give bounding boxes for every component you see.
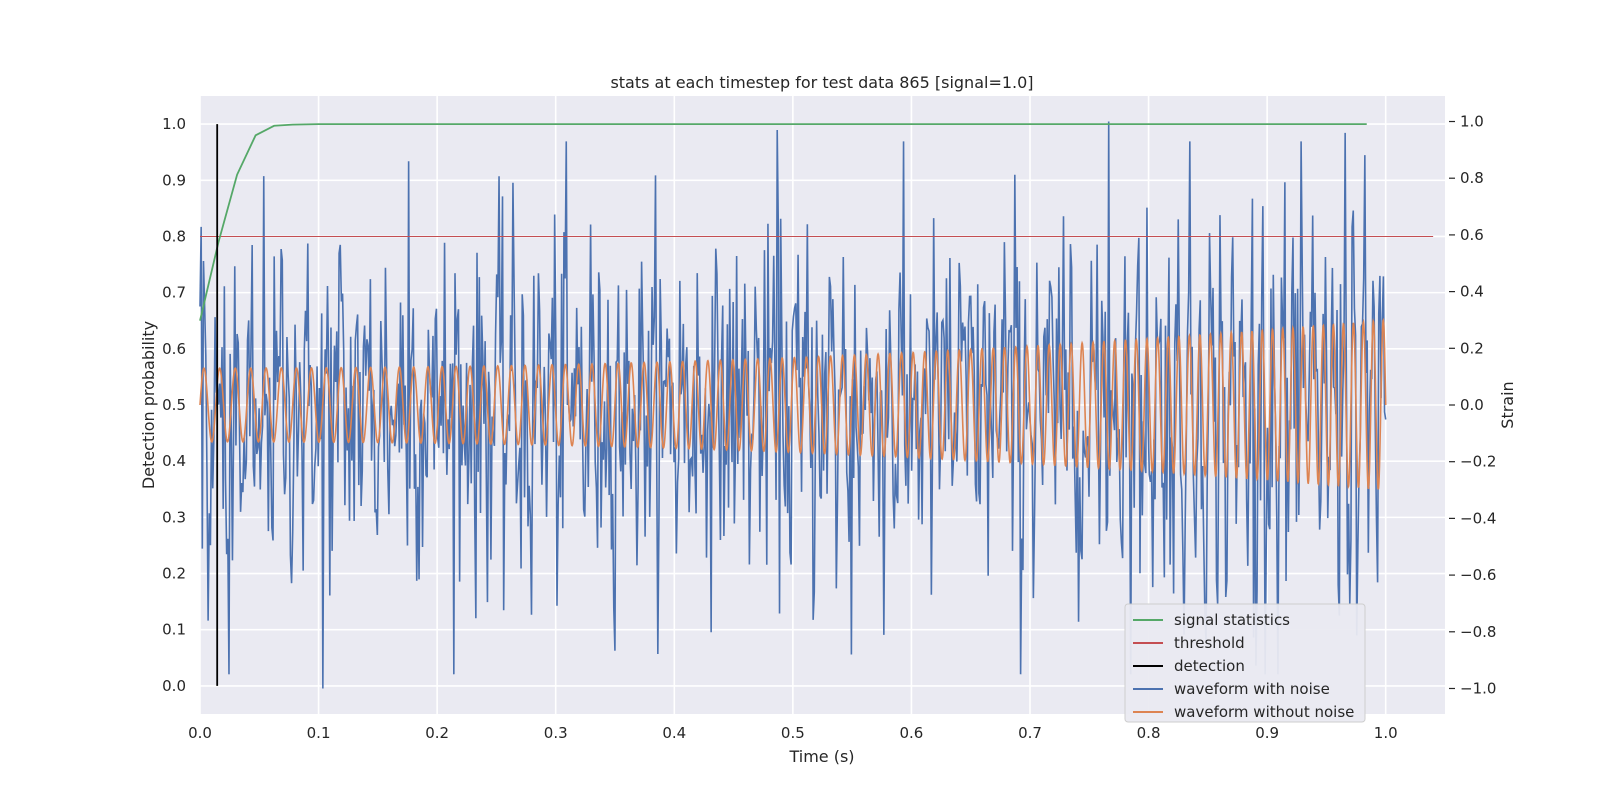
y-axis-label: Detection probability: [139, 321, 158, 489]
x-tick-label: 0.6: [899, 724, 923, 742]
legend: signal statistics threshold detection wavef…: [1124, 603, 1366, 723]
y-tick-label: 0.4: [162, 452, 186, 470]
legend-label: threshold: [1174, 634, 1245, 652]
legend-label: waveform without noise: [1174, 703, 1354, 721]
y-tick-label: 0.0: [162, 677, 186, 695]
x-tick-label: 0.8: [1137, 724, 1161, 742]
x-tick-label: 0.4: [662, 724, 686, 742]
y-right-tick-label: −0.4: [1460, 509, 1496, 527]
y-right-tick-label: 0.2: [1460, 339, 1484, 357]
x-tick-label: 1.0: [1374, 724, 1398, 742]
y-tick-label: 0.3: [162, 508, 186, 526]
y-tick-label: 1.0: [162, 115, 186, 133]
x-axis-label: Time (s): [788, 747, 854, 766]
y-right-tick-label: −0.8: [1460, 623, 1496, 641]
x-tick-label: 0.7: [1018, 724, 1042, 742]
legend-label: detection: [1174, 657, 1245, 675]
legend-box: [1124, 603, 1366, 723]
ticks-layer: 0.0 0.1 0.2 0.3 0.4 0.5 0.6 0.7 0.8 0.9 1.0 0.0 0.1 0…: [162, 113, 1496, 742]
y-right-tick-label: −1.0: [1460, 679, 1496, 697]
legend-label: waveform with noise: [1174, 680, 1330, 698]
y-right-axis-label: Strain: [1498, 381, 1517, 428]
y-tick-label: 0.7: [162, 284, 186, 302]
y-tick-label: 0.9: [162, 171, 186, 189]
y-tick-label: 0.2: [162, 565, 186, 583]
y-tick-label: 0.5: [162, 396, 186, 414]
chart-title: stats at each timestep for test data 865…: [610, 73, 1033, 92]
y-right-tick-label: 0.4: [1460, 283, 1484, 301]
y-right-tick-label: 1.0: [1460, 113, 1484, 131]
series-waveform-with-noise: [199, 121, 1387, 689]
y-right-tick-label: 0.6: [1460, 226, 1484, 244]
x-tick-label: 0.1: [307, 724, 331, 742]
x-tick-label: 0.9: [1255, 724, 1279, 742]
x-tick-label: 0.2: [425, 724, 449, 742]
legend-label: signal statistics: [1174, 611, 1290, 629]
y-right-tick-label: −0.6: [1460, 566, 1496, 584]
x-tick-label: 0.5: [781, 724, 805, 742]
x-tick-label: 0.3: [544, 724, 568, 742]
series-waveform-without-noise: [199, 317, 1387, 490]
series-layer: [199, 121, 1434, 689]
y-tick-label: 0.1: [162, 621, 186, 639]
series-signal-statistics: [199, 123, 1367, 321]
y-right-tick-label: −0.2: [1460, 453, 1496, 471]
y-tick-label: 0.6: [162, 340, 186, 358]
y-right-tick-label: 0.0: [1460, 396, 1484, 414]
y-tick-label: 0.8: [162, 227, 186, 245]
x-tick-label: 0.0: [188, 724, 212, 742]
y-right-tick-label: 0.8: [1460, 169, 1484, 187]
